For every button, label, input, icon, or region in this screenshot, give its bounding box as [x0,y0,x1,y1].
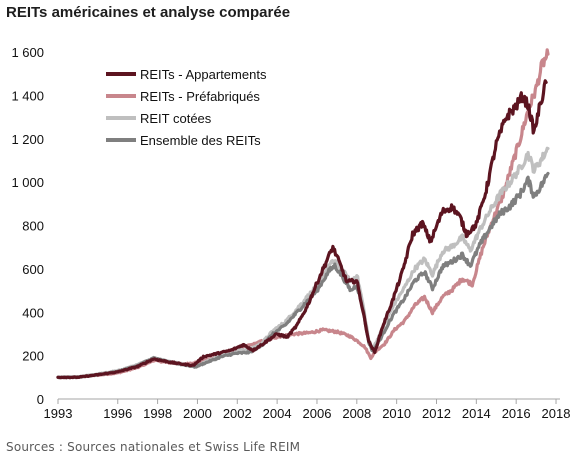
y-tick-label: 1 200 [11,132,44,147]
y-tick-label: 1 000 [11,175,44,190]
x-tick-label: 2014 [462,406,491,421]
x-tick-label: 2002 [223,406,252,421]
series-line-1 [56,79,548,380]
y-tick-label: 600 [22,262,44,277]
y-tick-label: 0 [37,392,44,407]
y-tick-label: 1 600 [11,45,44,60]
legend-label: REITs - Appartements [140,67,267,82]
chart-legend: REITs - Appartements REITs - Préfabriqués… [106,67,267,148]
series-line-2 [56,48,550,380]
legend-label: REIT cotées [140,111,212,126]
chart-title: REITs américaines et analyse comparée [6,4,291,21]
chart-axes: 1993 1996 1998 2000 2002 2004 2006 2008 2010 2012… [11,45,570,421]
y-tick-label: 400 [22,305,44,320]
series-line-3 [56,146,550,380]
chart-series-lines [56,48,550,380]
y-tick-label: 1 400 [11,88,44,103]
legend-label: Ensemble des REITs [140,133,261,148]
x-tick-label: 2010 [382,406,411,421]
x-tick-label: 2004 [263,406,292,421]
x-tick-label: 2006 [303,406,332,421]
chart-source-note: Sources : Sources nationales et Swiss Li… [6,440,301,454]
y-tick-label: 200 [22,349,44,364]
x-tick-label: 1996 [103,406,132,421]
x-tick-label: 2016 [502,406,531,421]
x-tick-label: 2012 [422,406,451,421]
x-tick-label: 2018 [542,406,571,421]
x-tick-label: 2000 [183,406,212,421]
x-tick-label: 1998 [143,406,172,421]
x-tick-label: 1993 [44,406,73,421]
y-tick-label: 800 [22,219,44,234]
legend-label: REITs - Préfabriqués [140,89,260,104]
x-tick-label: 2008 [342,406,371,421]
